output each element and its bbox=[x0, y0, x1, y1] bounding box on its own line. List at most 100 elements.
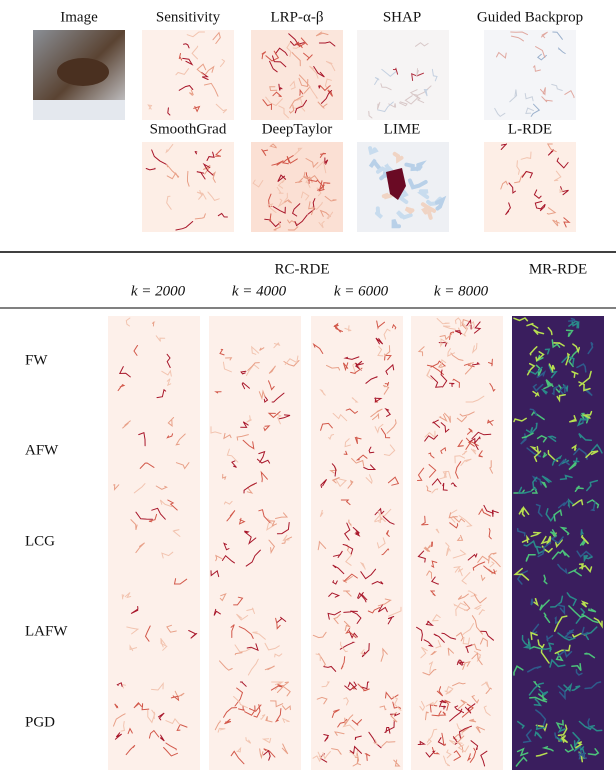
saliency-stroke bbox=[561, 549, 570, 558]
saliency-stroke bbox=[276, 522, 290, 535]
saliency-stroke bbox=[480, 630, 494, 641]
saliency-stroke bbox=[440, 422, 450, 433]
saliency-stroke bbox=[415, 68, 419, 77]
saliency-stroke bbox=[231, 460, 237, 468]
saliency-stroke bbox=[421, 515, 429, 526]
saliency-stroke bbox=[576, 363, 587, 373]
saliency-stroke bbox=[535, 725, 546, 731]
saliency-stroke bbox=[334, 324, 343, 333]
saliency-stroke bbox=[148, 729, 160, 739]
saliency-stroke bbox=[579, 539, 586, 546]
saliency-stroke bbox=[244, 705, 256, 716]
saliency-stroke bbox=[214, 720, 221, 731]
saliency-stroke bbox=[305, 172, 310, 184]
saliency-stroke bbox=[433, 633, 445, 643]
saliency-stroke bbox=[415, 42, 429, 47]
saliency-stroke bbox=[513, 567, 530, 581]
saliency-stroke bbox=[319, 209, 331, 218]
saliency-stroke bbox=[317, 540, 327, 551]
saliency-stroke bbox=[553, 342, 565, 347]
saliency-stroke bbox=[320, 90, 333, 104]
saliency-stroke bbox=[521, 534, 530, 544]
saliency-stroke bbox=[274, 708, 282, 723]
saliency-stroke bbox=[426, 368, 433, 380]
saliency-stroke bbox=[426, 485, 432, 493]
saliency-stroke bbox=[278, 414, 291, 420]
saliency-stroke bbox=[271, 160, 284, 166]
saliency-stroke bbox=[262, 99, 273, 110]
saliency-stroke bbox=[531, 623, 540, 636]
saliency-stroke bbox=[317, 751, 325, 759]
saliency-stroke bbox=[544, 348, 551, 355]
saliency-stroke bbox=[258, 389, 266, 401]
saliency-stroke bbox=[540, 646, 550, 664]
saliency-stroke bbox=[202, 162, 214, 176]
saliency-stroke bbox=[354, 757, 361, 766]
saliency-stroke bbox=[548, 642, 555, 651]
saliency-stroke bbox=[398, 101, 408, 107]
saliency-stroke bbox=[454, 330, 462, 335]
saliency-stroke bbox=[233, 696, 248, 709]
saliency-stroke bbox=[381, 741, 396, 747]
saliency-stroke bbox=[449, 331, 455, 340]
saliency-stroke bbox=[321, 681, 330, 688]
saliency-stroke bbox=[392, 151, 404, 164]
saliency-stroke bbox=[442, 482, 448, 491]
saliency-stroke bbox=[494, 107, 506, 118]
saliency-stroke bbox=[571, 685, 581, 692]
saliency-stroke bbox=[382, 515, 395, 525]
saliency-stroke bbox=[500, 143, 507, 150]
saliency-stroke bbox=[315, 31, 329, 37]
saliency-stroke bbox=[530, 103, 541, 117]
saliency-stroke bbox=[571, 663, 582, 672]
group-header: RC-RDE bbox=[274, 261, 329, 277]
saliency-stroke bbox=[568, 461, 577, 471]
saliency-stroke bbox=[458, 515, 473, 527]
saliency-stroke bbox=[529, 408, 538, 416]
saliency-stroke bbox=[377, 346, 384, 357]
saliency-stroke bbox=[513, 317, 529, 322]
saliency-stroke bbox=[404, 206, 415, 215]
saliency-stroke bbox=[365, 376, 378, 384]
saliency-stroke bbox=[456, 659, 464, 666]
saliency-stroke bbox=[524, 93, 534, 102]
saliency-stroke bbox=[551, 454, 563, 466]
saliency-stroke bbox=[221, 554, 235, 564]
saliency-stroke bbox=[431, 613, 441, 622]
saliency-stroke bbox=[267, 203, 277, 214]
saliency-stroke bbox=[287, 226, 299, 231]
saliency-stroke bbox=[517, 486, 532, 494]
saliency-stroke bbox=[246, 415, 252, 423]
saliency-stroke bbox=[550, 536, 564, 544]
saliency-stroke bbox=[368, 731, 382, 749]
saliency-stroke bbox=[303, 52, 313, 61]
saliency-stroke bbox=[281, 155, 294, 165]
saliency-stroke bbox=[547, 326, 553, 336]
saliency-stroke bbox=[308, 201, 315, 216]
saliency-stroke bbox=[431, 478, 442, 486]
saliency-stroke bbox=[473, 593, 487, 604]
saliency-stroke bbox=[183, 43, 190, 49]
saliency-stroke bbox=[457, 439, 464, 447]
saliency-stroke bbox=[276, 685, 291, 697]
saliency-stroke bbox=[277, 178, 286, 189]
saliency-stroke bbox=[166, 624, 177, 633]
saliency-stroke bbox=[559, 526, 570, 536]
saliency-stroke bbox=[117, 383, 126, 392]
saliency-stroke bbox=[289, 104, 295, 114]
saliency-stroke bbox=[351, 397, 359, 403]
saliency-stroke bbox=[196, 191, 207, 200]
saliency-stroke bbox=[584, 555, 593, 560]
saliency-stroke bbox=[432, 419, 441, 428]
saliency-stroke bbox=[319, 389, 326, 396]
saliency-stroke bbox=[187, 170, 190, 187]
saliency-stroke bbox=[575, 669, 583, 676]
saliency-stroke bbox=[471, 615, 483, 635]
saliency-map bbox=[142, 142, 234, 232]
saliency-stroke bbox=[465, 395, 485, 403]
group-header: MR-RDE bbox=[529, 261, 587, 277]
saliency-stroke bbox=[385, 363, 395, 375]
saliency-stroke bbox=[319, 84, 331, 92]
saliency-stroke bbox=[581, 626, 589, 635]
saliency-stroke bbox=[534, 200, 543, 210]
